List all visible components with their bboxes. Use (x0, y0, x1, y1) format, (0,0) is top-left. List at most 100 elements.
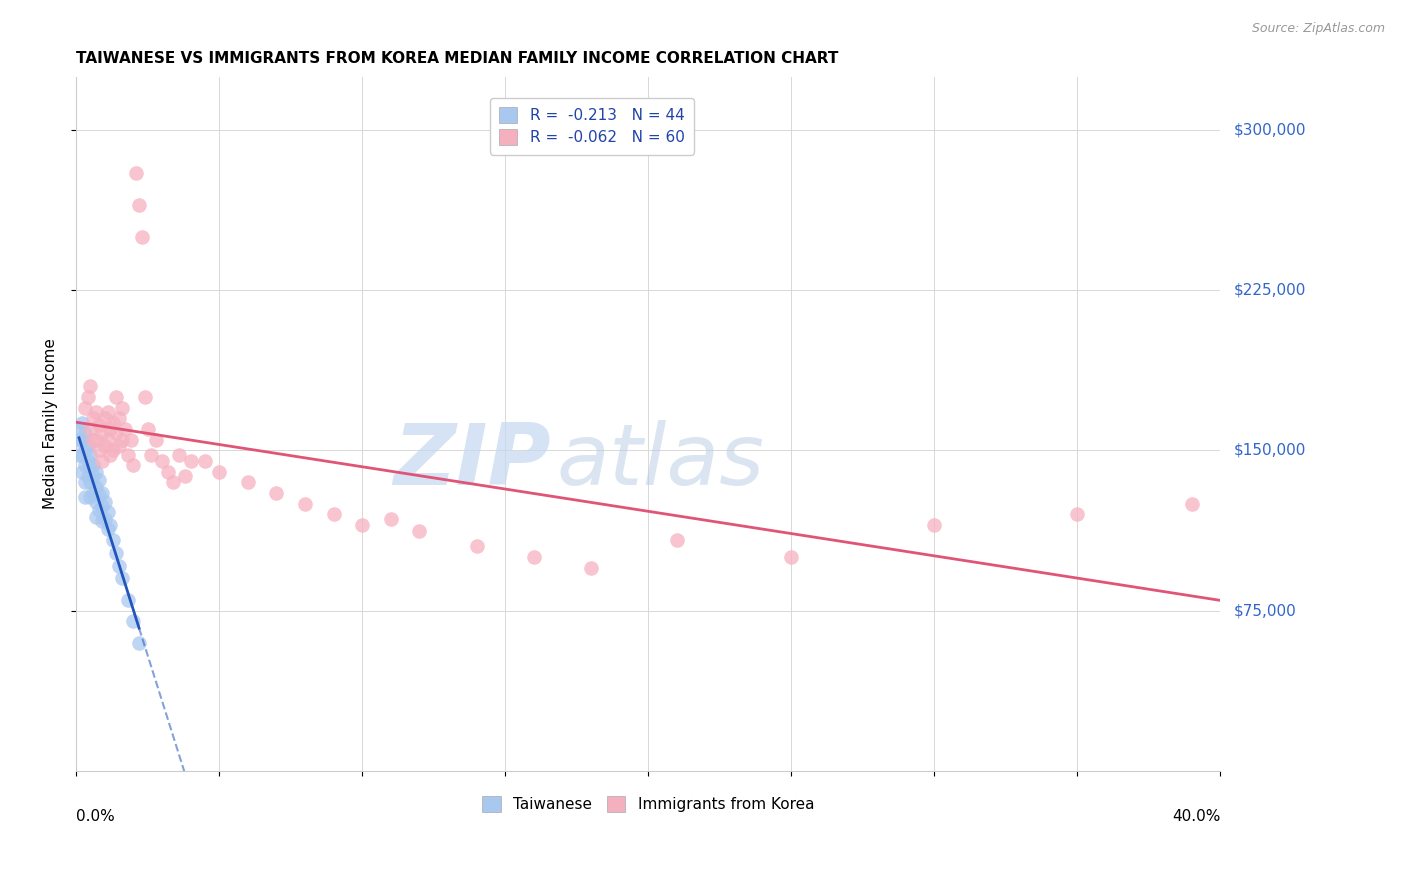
Point (380, 511, 402, 525)
Point (87, 417, 110, 432)
Point (208, 465, 231, 479)
Point (79, 448, 101, 462)
Text: $75,000: $75,000 (1234, 603, 1296, 618)
Point (94, 439, 117, 453)
Point (108, 558, 131, 573)
Point (73, 426, 96, 441)
Point (97, 522, 120, 536)
Point (94, 511, 117, 525)
Point (70, 465, 93, 479)
Point (117, 592, 139, 607)
Point (70, 416, 93, 430)
Point (108, 439, 131, 453)
Text: Source: ZipAtlas.com: Source: ZipAtlas.com (1251, 22, 1385, 36)
Point (90, 486, 112, 500)
Point (67, 422, 90, 436)
Point (780, 550, 803, 565)
Point (87, 488, 110, 502)
Point (322, 508, 344, 522)
Point (79, 491, 101, 505)
Point (108, 411, 131, 425)
Point (79, 460, 101, 475)
Text: 0.0%: 0.0% (76, 809, 115, 824)
Point (139, 448, 162, 462)
Point (84, 509, 107, 524)
Point (103, 533, 125, 547)
Point (73, 458, 96, 473)
Point (194, 454, 217, 468)
Y-axis label: Median Family Income: Median Family Income (44, 338, 58, 509)
Point (136, 422, 159, 436)
Point (84, 433, 107, 447)
Point (105, 546, 128, 560)
Point (82, 486, 104, 500)
Point (82, 433, 104, 447)
Point (97, 505, 120, 519)
Point (134, 390, 156, 404)
Point (922, 518, 945, 533)
Point (162, 475, 184, 490)
Point (111, 433, 134, 447)
Point (105, 426, 128, 441)
Text: ZIP: ZIP (394, 420, 551, 503)
Point (82, 469, 104, 483)
Point (100, 422, 122, 436)
Point (111, 401, 134, 415)
Point (100, 448, 122, 462)
Text: $300,000: $300,000 (1234, 122, 1306, 137)
Point (117, 448, 139, 462)
Point (84, 494, 107, 508)
Point (70, 433, 93, 447)
Point (103, 416, 125, 430)
Point (122, 458, 145, 473)
Point (79, 422, 101, 436)
Point (125, 166, 148, 180)
Point (105, 390, 128, 404)
Point (79, 475, 101, 490)
Text: atlas: atlas (557, 420, 765, 503)
Point (73, 475, 96, 490)
Point (76, 390, 98, 404)
Text: $150,000: $150,000 (1234, 442, 1306, 458)
Point (84, 465, 107, 479)
Point (84, 480, 107, 494)
Point (70, 448, 93, 462)
Point (145, 433, 167, 447)
Point (156, 465, 179, 479)
Point (167, 448, 190, 462)
Point (103, 443, 125, 458)
Point (1066, 508, 1088, 522)
Point (82, 458, 104, 473)
Point (128, 198, 150, 212)
Point (73, 401, 96, 415)
Point (76, 469, 98, 483)
Point (87, 503, 110, 517)
Text: $225,000: $225,000 (1234, 283, 1306, 298)
Point (90, 454, 112, 468)
Legend: Taiwanese, Immigrants from Korea: Taiwanese, Immigrants from Korea (477, 790, 820, 819)
Point (173, 469, 195, 483)
Text: TAIWANESE VS IMMIGRANTS FROM KOREA MEDIAN FAMILY INCOME CORRELATION CHART: TAIWANESE VS IMMIGRANTS FROM KOREA MEDIA… (76, 51, 838, 66)
Point (523, 550, 546, 565)
Point (294, 497, 316, 511)
Point (94, 411, 117, 425)
Point (90, 514, 112, 528)
Point (150, 454, 173, 468)
Point (82, 411, 104, 425)
Text: 40.0%: 40.0% (1171, 809, 1220, 824)
Point (352, 518, 374, 533)
Point (266, 486, 288, 500)
Point (67, 448, 90, 462)
Point (236, 475, 259, 490)
Point (87, 443, 110, 458)
Point (408, 524, 430, 539)
Point (111, 572, 134, 586)
Point (79, 379, 101, 393)
Point (97, 433, 120, 447)
Point (120, 433, 142, 447)
Point (579, 561, 602, 575)
Point (97, 405, 120, 419)
Point (90, 426, 112, 441)
Point (131, 229, 153, 244)
Point (94, 494, 117, 508)
